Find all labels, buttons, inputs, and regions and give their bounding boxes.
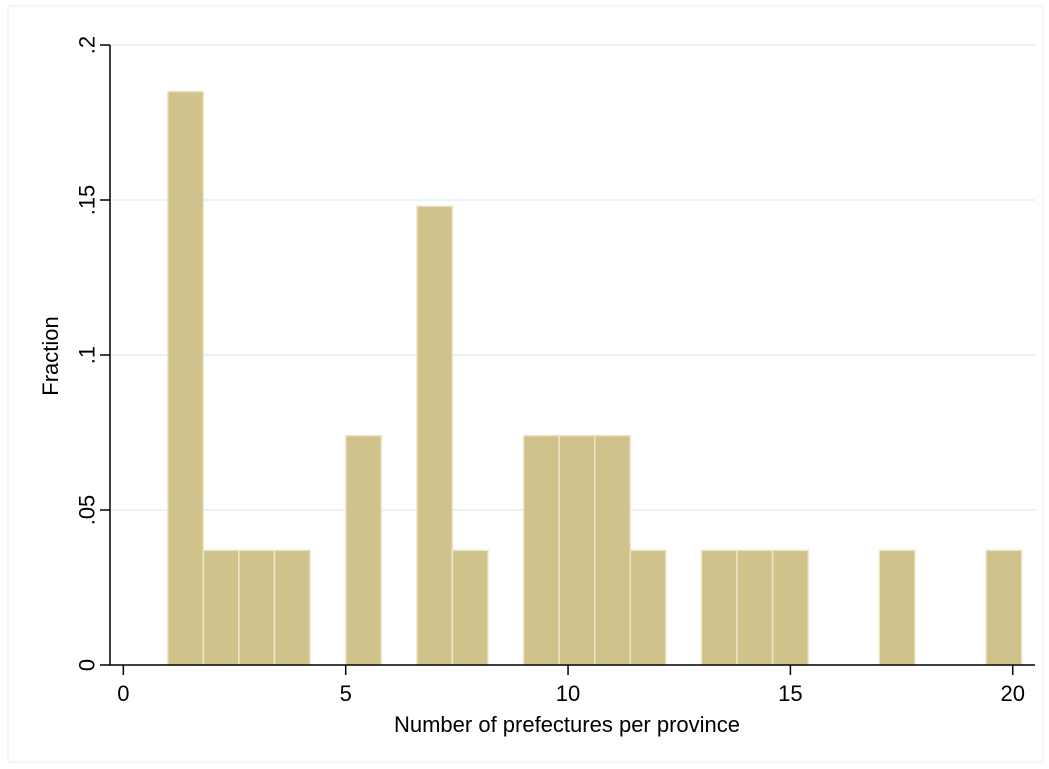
- y-tick-label-2: .1: [75, 346, 100, 364]
- x-axis-title: Number of prefectures per province: [394, 712, 740, 737]
- y-axis-title: Fraction: [38, 316, 63, 395]
- bar-9: [593, 434, 632, 666]
- bar-11: [700, 549, 738, 666]
- y-tick-label-3: .15: [75, 185, 100, 216]
- bar-4: [344, 434, 383, 666]
- bar-0: [167, 90, 205, 666]
- x-tick-label-4: 20: [1001, 681, 1025, 706]
- x-tick-label-3: 15: [778, 681, 802, 706]
- x-tick-label-2: 10: [556, 681, 580, 706]
- x-ticks: 0 5 10 15 20: [117, 665, 1025, 706]
- y-tick-label-0: 0: [75, 659, 100, 671]
- bar-10: [629, 549, 667, 666]
- bar-6: [451, 549, 489, 666]
- bar-14: [878, 549, 916, 666]
- bar-13: [771, 549, 809, 666]
- y-ticks: 0 .05 .1 .15 .2: [75, 36, 110, 671]
- bar-5: [416, 205, 454, 666]
- bar-2: [238, 549, 276, 666]
- y-tick-label-4: .2: [75, 36, 100, 54]
- x-tick-label-0: 0: [117, 681, 129, 706]
- y-tick-label-1: .05: [75, 495, 100, 526]
- bar-8: [558, 434, 596, 666]
- bar-3: [273, 549, 311, 666]
- chart-frame: [7, 5, 1044, 763]
- x-tick-label-1: 5: [340, 681, 352, 706]
- bar-12: [736, 549, 774, 666]
- bar-15: [985, 549, 1023, 666]
- bar-1: [202, 549, 240, 666]
- bar-7: [522, 434, 560, 666]
